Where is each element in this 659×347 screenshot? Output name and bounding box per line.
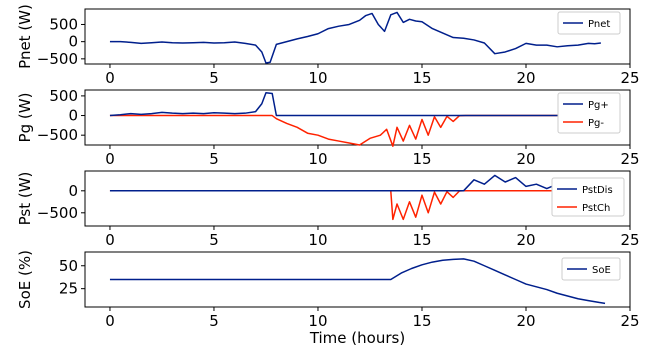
x-tick-label: 15 xyxy=(412,69,431,87)
y-tick-label: −500 xyxy=(37,204,78,222)
legend-entry: Pnet xyxy=(588,19,610,30)
y-axis-label: Pg (W) xyxy=(16,93,34,143)
legend-box xyxy=(557,11,621,35)
legend-entry: PstDis xyxy=(582,185,613,196)
legend-entry: SoE xyxy=(592,265,611,276)
y-tick-label: 0 xyxy=(68,182,78,200)
x-tick-label: 0 xyxy=(105,231,115,249)
y-axis-label: Pnet (W) xyxy=(16,4,34,69)
x-tick-label: 10 xyxy=(308,150,327,168)
series-line-pstch xyxy=(109,190,601,221)
series-line-pnet xyxy=(109,11,601,64)
y-tick-label: 0 xyxy=(68,33,78,51)
x-tick-label: 20 xyxy=(516,69,535,87)
x-tick-label: 10 xyxy=(308,231,327,249)
y-tick-label: 500 xyxy=(49,15,78,33)
x-tick-label: 25 xyxy=(620,231,639,249)
legend: SoE xyxy=(561,257,621,281)
legend: Pg+ Pg- xyxy=(557,92,621,134)
x-tick-label: 25 xyxy=(620,312,639,330)
x-tick-label: 10 xyxy=(308,69,327,87)
axes-frame xyxy=(84,170,631,227)
y-tick-label: 50 xyxy=(59,257,78,275)
x-tick-label: 5 xyxy=(209,69,219,87)
legend-box xyxy=(561,257,621,281)
legend-entry: Pg+ xyxy=(588,100,609,111)
y-axis-label: Pst (W) xyxy=(16,172,34,226)
x-tick-label: 10 xyxy=(308,312,327,330)
subplot-4: 0 5 10 15 20 25 50 25 SoE (%) Time (hours) SoE xyxy=(16,250,640,347)
x-tick-label: 5 xyxy=(209,150,219,168)
axes-frame xyxy=(84,8,631,65)
x-tick-label: 5 xyxy=(209,312,219,330)
series-line-pg- xyxy=(109,114,601,147)
legend: Pnet xyxy=(557,11,621,35)
axes-frame xyxy=(84,89,631,146)
y-tick-label: −500 xyxy=(37,126,78,144)
x-tick-label: 25 xyxy=(620,150,639,168)
x-tick-label: 15 xyxy=(412,312,431,330)
y-axis-label: SoE (%) xyxy=(16,250,34,309)
x-tick-label: 25 xyxy=(620,69,639,87)
x-tick-label: 15 xyxy=(412,231,431,249)
y-tick-label: −500 xyxy=(37,50,78,68)
legend: PstDis PstCh xyxy=(551,177,625,217)
x-tick-label: 0 xyxy=(105,69,115,87)
x-tick-label: 20 xyxy=(516,231,535,249)
y-tick-label: 25 xyxy=(59,280,78,298)
legend-entry: Pg- xyxy=(588,118,604,129)
x-tick-label: 20 xyxy=(516,150,535,168)
x-axis-label: Time (hours) xyxy=(309,329,405,347)
x-tick-label: 5 xyxy=(209,231,219,249)
series-line-soe xyxy=(109,258,606,305)
axes-frame xyxy=(84,251,631,308)
series-line-pg- xyxy=(109,92,601,117)
series-line-pstdis xyxy=(109,174,601,192)
x-tick-label: 0 xyxy=(105,150,115,168)
x-tick-label: 20 xyxy=(516,312,535,330)
legend-entry: PstCh xyxy=(582,203,610,214)
legend-box xyxy=(557,92,621,134)
x-tick-label: 0 xyxy=(105,312,115,330)
x-tick-label: 15 xyxy=(412,150,431,168)
y-tick-label: 500 xyxy=(49,87,78,105)
y-tick-label: 0 xyxy=(68,107,78,125)
